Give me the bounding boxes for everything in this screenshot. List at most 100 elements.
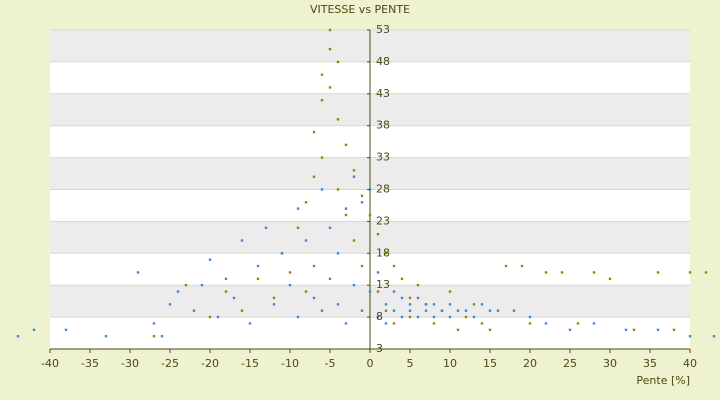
point	[352, 239, 356, 242]
point	[288, 284, 292, 287]
point	[408, 303, 412, 306]
point	[336, 252, 340, 255]
point	[608, 277, 612, 281]
point	[336, 188, 340, 191]
point	[344, 207, 348, 210]
point	[408, 309, 412, 312]
point	[688, 271, 692, 274]
point	[384, 309, 388, 312]
y-tick-label: 28	[376, 183, 390, 196]
point	[424, 303, 428, 306]
point	[672, 328, 676, 332]
point	[272, 296, 276, 300]
x-tick-label: -35	[81, 357, 99, 370]
y-tick-label: 8	[376, 310, 383, 323]
point	[176, 290, 180, 293]
point	[256, 277, 260, 281]
point	[488, 328, 492, 332]
point	[448, 315, 452, 319]
x-tick-label: 5	[407, 357, 414, 370]
point	[208, 258, 212, 261]
point	[352, 284, 356, 287]
point	[304, 201, 308, 204]
point	[336, 118, 340, 121]
y-tick-label: 43	[376, 87, 390, 100]
point	[328, 28, 332, 32]
point	[240, 239, 244, 242]
point	[312, 175, 316, 178]
point	[32, 328, 36, 332]
point	[264, 226, 268, 229]
point	[376, 232, 380, 236]
x-tick-label: 0	[367, 357, 374, 370]
point	[320, 156, 324, 159]
point	[456, 309, 460, 312]
point	[408, 315, 412, 319]
point	[448, 290, 452, 293]
point	[272, 303, 276, 306]
y-tick-label: 48	[376, 55, 390, 68]
point	[16, 335, 20, 338]
point	[136, 271, 140, 274]
point	[392, 322, 396, 325]
x-tick-label: -10	[281, 357, 299, 370]
point	[456, 328, 460, 332]
point	[360, 264, 364, 268]
point	[248, 322, 252, 325]
x-tick-label: 40	[683, 357, 697, 370]
point	[544, 322, 548, 325]
point	[320, 309, 324, 312]
point	[624, 328, 628, 332]
point	[256, 264, 260, 268]
point	[368, 213, 372, 217]
point	[576, 322, 580, 325]
point	[560, 271, 564, 274]
y-tick-label: 13	[376, 278, 390, 291]
point	[296, 315, 300, 319]
point	[464, 315, 468, 319]
point	[360, 309, 364, 312]
point	[192, 309, 196, 312]
point	[392, 264, 396, 268]
point	[320, 188, 324, 191]
point	[328, 226, 332, 229]
point	[336, 60, 340, 64]
point	[208, 315, 212, 319]
point	[296, 226, 300, 229]
x-tick-label: -30	[121, 357, 139, 370]
point	[64, 328, 68, 332]
point	[464, 309, 468, 312]
point	[320, 73, 324, 76]
point	[152, 335, 156, 338]
point	[520, 264, 524, 268]
point	[528, 322, 532, 325]
point	[104, 335, 108, 338]
point	[336, 303, 340, 306]
chart-title: VITESSE vs PENTE	[310, 3, 410, 16]
point	[312, 264, 316, 268]
point	[432, 322, 436, 325]
point	[592, 271, 596, 274]
point	[472, 303, 476, 306]
point	[712, 335, 716, 338]
point	[224, 290, 228, 293]
x-tick-label: -25	[161, 357, 179, 370]
point	[328, 86, 332, 89]
x-tick-label: 20	[523, 357, 537, 370]
point	[376, 271, 380, 274]
point	[184, 284, 188, 287]
point	[344, 213, 348, 217]
point	[160, 335, 164, 338]
y-tick-label: 23	[376, 214, 390, 227]
point	[432, 315, 436, 319]
point	[480, 303, 484, 306]
point	[224, 277, 228, 281]
point	[704, 271, 708, 274]
x-tick-label: 30	[603, 357, 617, 370]
point	[200, 284, 204, 287]
point	[416, 296, 420, 300]
point	[416, 315, 420, 319]
y-tick-label: 53	[376, 23, 390, 36]
point	[344, 322, 348, 325]
